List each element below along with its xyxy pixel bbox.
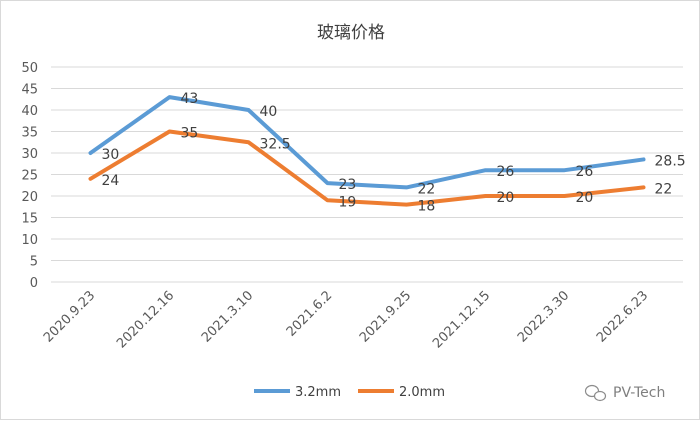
data-label: 22 [418,181,436,197]
x-tick-label: 2020.12.16 [114,288,177,351]
y-tick-label: 25 [21,169,38,184]
data-label: 43 [181,91,199,107]
y-tick-label: 0 [30,276,38,291]
y-tick-label: 10 [21,233,38,248]
y-tick-label: 50 [21,61,38,76]
y-tick-label: 15 [21,212,38,227]
data-label: 35 [181,126,199,142]
y-tick-label: 5 [30,255,38,270]
legend: 3.2mm 2.0mm [254,385,445,400]
data-label: 22 [655,181,673,197]
data-labels: 30 43 40 23 22 26 26 28.5 24 35 32.5 19 18 20 20 22 [102,91,686,215]
data-label: 26 [497,164,515,180]
data-label: 20 [576,190,594,206]
series-line-2.0mm [88,129,646,207]
chart-title: 玻璃价格 [317,23,385,43]
data-label: 30 [102,147,120,163]
y-tick-label: 35 [21,126,38,141]
data-label: 40 [260,104,278,120]
data-label: 18 [418,199,436,215]
x-tick-label: 2022.3.30 [515,288,572,345]
watermark: PV-Tech [584,384,665,402]
legend-label: 2.0mm [399,385,445,400]
wechat-icon [584,384,607,402]
data-label: 32.5 [260,136,291,152]
data-label: 19 [339,194,357,210]
x-tick-label: 2021.3.10 [199,288,256,345]
x-tick-label: 2022.6.23 [594,288,651,345]
data-label: 26 [576,164,594,180]
y-tick-label: 45 [21,83,38,98]
x-tick-label: 2021.9.25 [357,288,414,345]
data-label: 20 [497,190,515,206]
x-tick-label: 2021.6.2 [284,288,336,340]
x-tick-label: 2020.9.23 [41,288,98,345]
watermark-text: PV-Tech [613,385,665,401]
data-label: 23 [339,177,357,193]
y-tick-label: 30 [21,147,38,162]
y-tick-label: 20 [21,190,38,205]
gridlines [51,66,683,283]
y-axis: 0 5 10 15 20 25 30 35 40 45 50 [21,61,38,291]
y-tick-label: 40 [21,104,38,119]
x-tick-label: 2021.12.15 [430,288,493,351]
series-line-3.2mm [88,95,646,190]
data-label: 28.5 [655,153,686,169]
x-axis: 2020.9.23 2020.12.16 2021.3.10 2021.6.2 2021… [41,288,651,351]
series-lines [88,95,646,207]
data-label: 24 [102,173,120,189]
legend-label: 3.2mm [295,385,341,400]
